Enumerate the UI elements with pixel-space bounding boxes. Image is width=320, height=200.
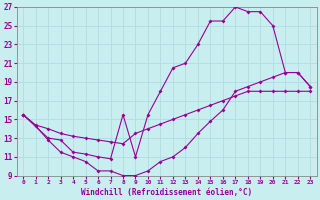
X-axis label: Windchill (Refroidissement éolien,°C): Windchill (Refroidissement éolien,°C) xyxy=(81,188,252,197)
